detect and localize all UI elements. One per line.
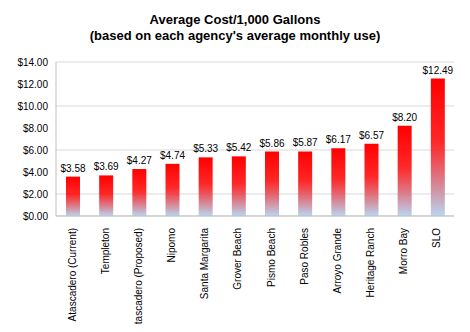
svg-text:$2.00: $2.00	[23, 189, 48, 200]
svg-text:Templeton: Templeton	[100, 228, 111, 274]
svg-text:$5.42: $5.42	[226, 142, 251, 153]
svg-text:Morro Bay: Morro Bay	[398, 228, 409, 274]
svg-text:$5.86: $5.86	[259, 138, 284, 149]
svg-text:$0.00: $0.00	[23, 211, 48, 222]
svg-text:$6.00: $6.00	[23, 145, 48, 156]
svg-text:$6.57: $6.57	[359, 130, 384, 141]
svg-text:Paso Robles: Paso Robles	[299, 228, 310, 285]
svg-text:Santa Margarita: Santa Margarita	[199, 228, 210, 300]
svg-text:$4.00: $4.00	[23, 167, 48, 178]
svg-text:$12.49: $12.49	[423, 65, 454, 76]
svg-text:$4.27: $4.27	[127, 155, 152, 166]
svg-text:$3.58: $3.58	[60, 163, 85, 174]
svg-text:$8.20: $8.20	[392, 112, 417, 123]
svg-text:$3.69: $3.69	[94, 161, 119, 172]
svg-text:Atascadero (Current): Atascadero (Current)	[67, 228, 78, 321]
svg-text:$10.00: $10.00	[17, 101, 48, 112]
svg-text:Heritage Ranch: Heritage Ranch	[365, 228, 376, 297]
svg-text:Arroyo Grande: Arroyo Grande	[332, 228, 343, 294]
svg-text:Pismo Beach: Pismo Beach	[266, 228, 277, 287]
html-text:(based on each agency's averag: (based on each agency's average monthly …	[89, 28, 381, 43]
svg-text:$4.74: $4.74	[160, 150, 185, 161]
svg-text:SLO: SLO	[431, 228, 442, 248]
svg-text:$5.33: $5.33	[193, 143, 218, 154]
svg-text:Grover Beach: Grover Beach	[232, 228, 243, 290]
svg-text:Atascadero (Proposed): Atascadero (Proposed)	[133, 228, 144, 324]
svg-text:$5.87: $5.87	[293, 137, 318, 148]
svg-text:$14.00: $14.00	[17, 57, 48, 68]
svg-text:$8.00: $8.00	[23, 123, 48, 134]
svg-text:Nipomo: Nipomo	[166, 228, 177, 263]
svg-text:$6.17: $6.17	[326, 134, 351, 145]
svg-text:$12.00: $12.00	[17, 79, 48, 90]
html-text:Average Cost/1,000 Gallons: Average Cost/1,000 Gallons	[149, 12, 321, 27]
